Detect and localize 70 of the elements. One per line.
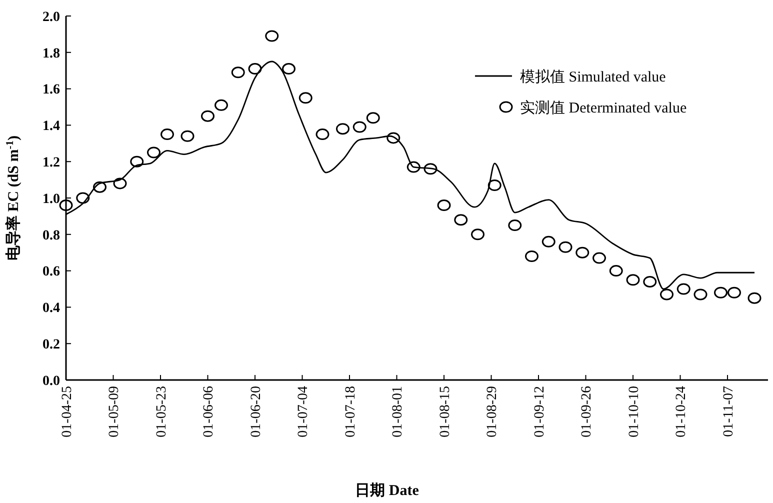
point xyxy=(386,132,400,144)
point xyxy=(471,228,484,240)
y-tick-label: 1.0 xyxy=(42,192,60,207)
point xyxy=(525,250,538,262)
point xyxy=(558,241,572,253)
legend-label: 实测值 Determinated value xyxy=(520,99,687,116)
y-tick-label: 0.6 xyxy=(42,264,60,280)
x-tick-label: 01-08-29 xyxy=(485,386,500,438)
point xyxy=(265,30,279,42)
y-tick-label: 2.0 xyxy=(42,10,60,25)
point xyxy=(576,246,590,258)
point xyxy=(130,156,144,168)
point xyxy=(542,236,556,248)
point xyxy=(59,200,73,212)
point xyxy=(714,286,728,298)
point xyxy=(437,200,451,212)
point xyxy=(113,178,127,190)
x-tick-label: 01-04-25 xyxy=(60,386,75,438)
point xyxy=(366,112,380,124)
x-tick-label: 01-10-24 xyxy=(674,386,690,438)
point xyxy=(282,63,296,75)
point xyxy=(643,276,657,288)
point xyxy=(147,146,160,158)
x-tick-label: 01-06-20 xyxy=(248,386,264,438)
x-tick-label: 01-08-15 xyxy=(438,386,453,438)
y-tick-label: 1.4 xyxy=(42,119,60,134)
point xyxy=(214,99,228,111)
point xyxy=(160,128,174,140)
x-tick-label: 01-05-09 xyxy=(107,386,122,438)
y-tick-label: 0.2 xyxy=(42,338,60,352)
x-tick-label: 01-11-07 xyxy=(721,386,736,437)
point xyxy=(93,181,106,193)
point xyxy=(298,92,312,104)
point xyxy=(336,123,350,135)
point xyxy=(508,220,522,232)
point xyxy=(352,121,366,133)
x-tick-label: 01-06-06 xyxy=(202,386,217,438)
x-tick-label: 01-09-12 xyxy=(532,386,548,438)
x-axis-title: 日期 Date xyxy=(355,482,420,499)
point xyxy=(694,288,708,300)
y-tick-label: 0.8 xyxy=(42,228,60,244)
point xyxy=(626,274,640,286)
point xyxy=(454,214,468,226)
point xyxy=(748,292,762,304)
point xyxy=(231,66,245,78)
point xyxy=(180,130,194,142)
y-tick-label: 0.0 xyxy=(42,374,60,389)
x-tick-label: 01-09-26 xyxy=(580,386,595,438)
x-tick-label: 01-08-01 xyxy=(390,386,406,438)
y-tick-label: 1.6 xyxy=(42,82,60,98)
point xyxy=(76,192,90,204)
point xyxy=(201,110,214,122)
y-tick-label: 0.4 xyxy=(42,301,60,316)
point xyxy=(592,252,606,264)
x-tick-label: 01-07-04 xyxy=(296,386,312,438)
point xyxy=(488,180,502,192)
point xyxy=(609,265,623,277)
x-tick-label: 01-07-18 xyxy=(343,386,358,438)
point xyxy=(660,288,674,300)
y-tick-label: 1.8 xyxy=(42,46,60,62)
point xyxy=(424,163,438,175)
point xyxy=(676,283,690,295)
x-tick-label: 01-10-10 xyxy=(626,386,642,438)
legend-label: 模拟值 Simulated value xyxy=(520,68,666,86)
point xyxy=(728,286,741,298)
y-tick-label: 1.2 xyxy=(42,156,60,170)
point xyxy=(406,161,420,173)
x-tick-label: 01-05-23 xyxy=(154,386,170,438)
point xyxy=(316,128,330,140)
point xyxy=(248,63,262,75)
